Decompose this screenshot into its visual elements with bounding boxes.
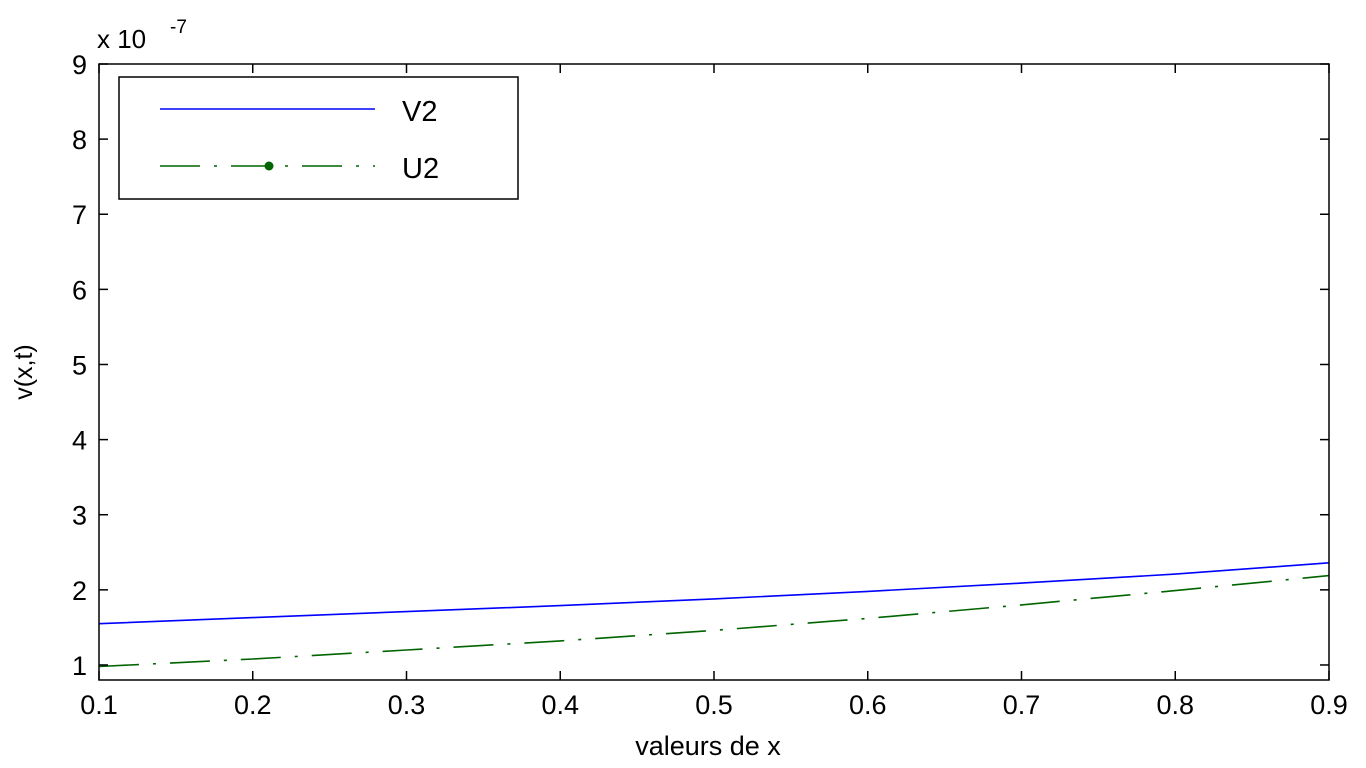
y-axis-label: v(x,t) bbox=[10, 344, 38, 400]
y-tick-label: 2 bbox=[72, 576, 87, 606]
y-tick-label: 7 bbox=[72, 200, 87, 230]
series-line-v2 bbox=[98, 562, 1330, 625]
y-tick-label: 1 bbox=[72, 651, 87, 681]
legend-box bbox=[118, 76, 519, 200]
x-tick-label: 0.4 bbox=[541, 690, 579, 720]
legend-marker-u2 bbox=[264, 161, 274, 171]
plot-frame bbox=[98, 63, 1330, 681]
plot-lines bbox=[98, 562, 1330, 668]
y-tick-label: 6 bbox=[72, 275, 87, 305]
x-axis-label: valeurs de x bbox=[635, 731, 781, 761]
legend-label-u2: U2 bbox=[402, 153, 439, 185]
x-tick-label: 0.5 bbox=[695, 690, 733, 720]
x-tick-label: 0.1 bbox=[80, 690, 118, 720]
y-tick-label: 3 bbox=[72, 501, 87, 531]
series-line-u2 bbox=[98, 574, 1330, 668]
legend: V2 U2 bbox=[118, 76, 519, 200]
x-tick-label: 0.3 bbox=[388, 690, 426, 720]
tick-labels: 0.1 0.2 0.3 0.4 0.5 0.6 0.7 0.8 0.9 1 2 3 4 5 6 7 8 9 bbox=[72, 50, 1348, 720]
x-tick-label: 0.2 bbox=[234, 690, 272, 720]
x-tick-label: 0.9 bbox=[1310, 690, 1348, 720]
y-tick-label: 5 bbox=[72, 350, 87, 380]
y-multiplier-exponent: -7 bbox=[170, 17, 187, 38]
y-tick-label: 4 bbox=[72, 426, 87, 456]
y-tick-label: 9 bbox=[72, 50, 87, 80]
y-multiplier-base: x 10 bbox=[97, 24, 146, 54]
x-tick-label: 0.6 bbox=[849, 690, 887, 720]
legend-label-v2: V2 bbox=[402, 96, 437, 128]
y-tick-label: 8 bbox=[72, 125, 87, 155]
x-tick-label: 0.8 bbox=[1156, 690, 1194, 720]
x-tick-label: 0.7 bbox=[1003, 690, 1041, 720]
